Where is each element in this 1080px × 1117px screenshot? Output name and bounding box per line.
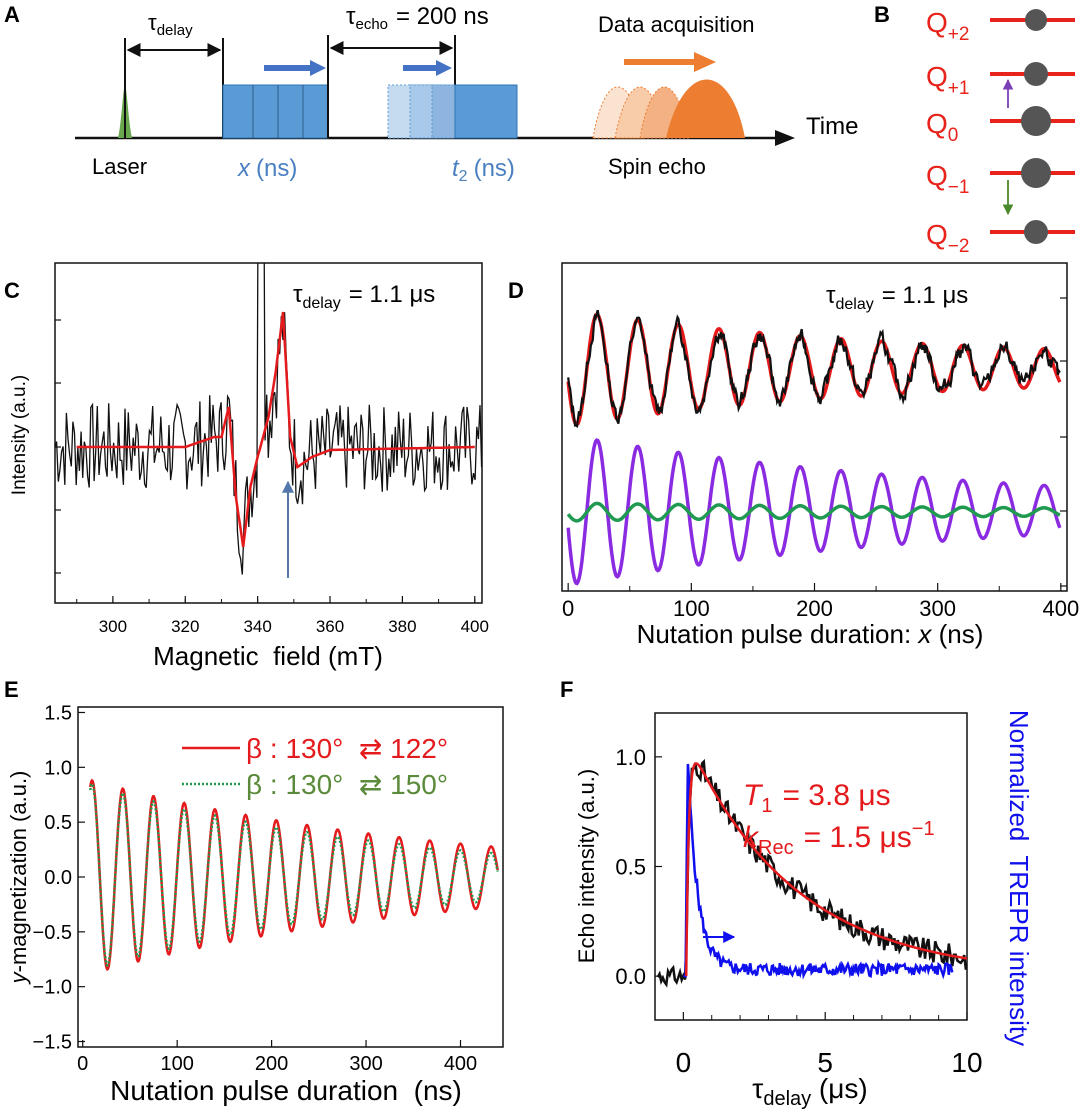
- time-axis-arrowhead: [775, 130, 795, 146]
- y-tick-label: 0.5: [615, 855, 646, 880]
- x-pulse: [222, 84, 329, 139]
- spin-echo: [666, 79, 745, 138]
- y-tick-label: 0.5: [44, 812, 72, 834]
- panel-f-letter: F: [560, 677, 573, 702]
- plot-c-annotation: τdelay = 1.1 μs: [293, 281, 435, 312]
- legend-label-1: β : 130° ⇄ 122°: [246, 733, 448, 764]
- t2-pulse-arrowhead: [436, 60, 452, 76]
- plot-c-xlabel: Magnetic field (mT): [153, 641, 383, 671]
- x-tick-label: 0: [77, 1053, 88, 1075]
- plot-f-ylabel: Echo intensity (a.u.): [574, 769, 599, 963]
- panel-b: B Q+2 Q+1 Q0 Q−1 Q−2: [874, 2, 1075, 257]
- spin-population: [1024, 220, 1048, 244]
- y-tick-label: 0.0: [615, 964, 646, 989]
- t1-annotation: T1 = 3.8 μs: [743, 779, 891, 817]
- x-tick-label: 300: [919, 596, 956, 621]
- series-component-2: [566, 501, 1061, 523]
- x-tick-label: 100: [160, 1053, 193, 1075]
- spin-population: [1021, 106, 1051, 136]
- series-component-1: [566, 438, 1062, 586]
- krec-annotation: kRec = 1.5 μs−1: [743, 818, 935, 859]
- x-tick-label: 0: [676, 1047, 692, 1078]
- level-label: Q0: [926, 108, 958, 146]
- y-tick-label: 1.0: [44, 757, 72, 779]
- tau-delay-label: τdelay: [148, 10, 193, 39]
- x-tick-label: 10: [951, 1047, 982, 1078]
- level-label: Q+1: [926, 61, 969, 99]
- plot-f-ylabel-right: Normalized TREPR intensity: [1004, 710, 1034, 1046]
- level-label: Q−2: [926, 219, 969, 257]
- panel-b-letter: B: [874, 2, 890, 27]
- series-simulation: [76, 311, 475, 548]
- spin-population: [1025, 9, 1047, 31]
- series-fit: [684, 762, 967, 977]
- x-tick-label: 300: [99, 617, 127, 636]
- x-tick-label: 400: [461, 617, 489, 636]
- panel-a-letter: A: [4, 2, 20, 27]
- x-tick-label: 0: [562, 596, 574, 621]
- level-label: Q+2: [926, 7, 969, 45]
- x-tick-label: 360: [316, 617, 344, 636]
- x-tick-label: 300: [349, 1053, 382, 1075]
- tau-echo-label: τecho = 200 ns: [346, 3, 489, 33]
- spin-echo-label: Spin echo: [608, 154, 706, 179]
- y-tick-label: 1.0: [615, 745, 646, 770]
- y-tick-label: −1.0: [33, 977, 72, 999]
- panel-c: C 300 320 340 360 380 400 τdelay = 1.1 μs Inte…: [4, 262, 489, 671]
- time-label: Time: [806, 113, 858, 140]
- x-tick-label: 100: [673, 596, 710, 621]
- x-tick-label: 5: [817, 1047, 833, 1078]
- series-trepr: [683, 763, 954, 980]
- spin-population: [1024, 62, 1048, 86]
- x-tick-label: 380: [388, 617, 416, 636]
- x-tick-label: 320: [171, 617, 199, 636]
- panel-c-letter: C: [4, 278, 20, 303]
- t2-label: t2 (ns): [452, 155, 515, 185]
- plot-e-ylabel: y-magnetization (a.u.): [6, 771, 31, 986]
- plot-c-ylabel: Intensity (a.u.): [9, 375, 30, 495]
- x-tick-label: 200: [255, 1053, 288, 1075]
- x-tick-label: 340: [243, 617, 271, 636]
- plot-d-annotation: τdelay = 1.1 μs: [826, 282, 968, 313]
- panel-a: A Time Laser τdelay x (ns) τecho = 200 ns …: [4, 2, 858, 185]
- t2-pulse-ghost: [431, 84, 456, 139]
- level-label: Q−1: [926, 160, 969, 198]
- panel-e-letter: E: [4, 677, 19, 702]
- plot-d-xlabel: Nutation pulse duration: x (ns): [637, 619, 984, 649]
- panel-f: F 0 5 10 0.0 0.5 1.0 T1 = 3.8 μs kRec = 1.5 μs−…: [560, 677, 1034, 1110]
- plot-f-xlabel: τdelay (μs): [752, 1073, 867, 1110]
- x-tick-label: 400: [1042, 596, 1079, 621]
- x-label: x (ns): [237, 155, 297, 182]
- series-experiment: [567, 309, 1061, 429]
- panel-e: E 0 100 200 300 400−1.5−1.0−0.50.00.51.01.5 …: [4, 677, 504, 1106]
- series-150: [89, 782, 499, 967]
- y-tick-label: 0.0: [44, 867, 72, 889]
- x-tick-label: 200: [796, 596, 833, 621]
- panel-d: D 0 100 200 300 400 τdelay = 1.1 μs Nutation …: [508, 262, 1079, 649]
- x-pulse-arrowhead: [310, 60, 326, 76]
- laser-label: Laser: [92, 154, 147, 179]
- plot-e-xlabel: Nutation pulse duration (ns): [110, 1075, 462, 1106]
- plot-c-frame: [54, 262, 483, 604]
- y-tick-label: −0.5: [33, 922, 72, 944]
- y-tick-label: 1.5: [44, 702, 72, 724]
- data-acq-label: Data acquisition: [598, 12, 755, 37]
- series-experiment: [55, 263, 482, 575]
- x-tick-label: 400: [444, 1053, 477, 1075]
- y-tick-label: −1.5: [33, 1032, 72, 1054]
- legend-label-2: β : 130° ⇄ 150°: [246, 769, 448, 800]
- panel-d-letter: D: [508, 278, 524, 303]
- data-acq-arrowhead: [694, 52, 716, 72]
- series-122: [89, 778, 499, 972]
- t2-pulse: [454, 84, 518, 139]
- spin-population: [1021, 158, 1051, 188]
